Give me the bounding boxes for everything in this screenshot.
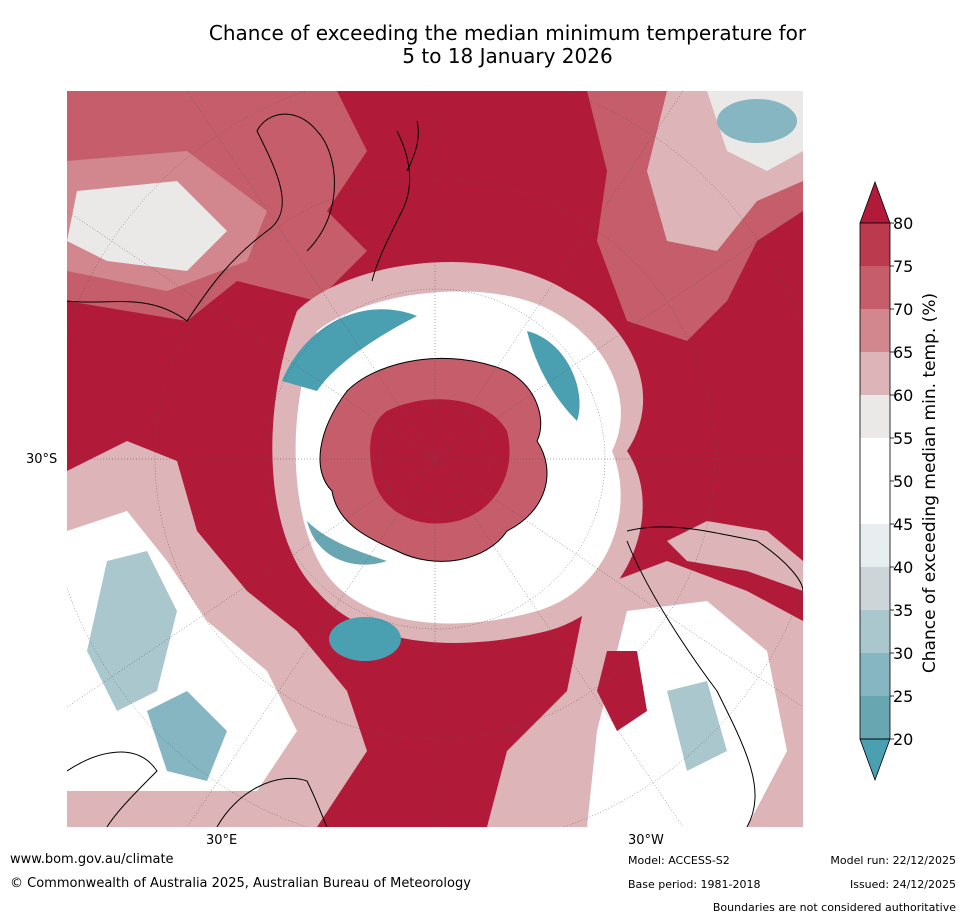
colorbar-tick-55: 55 <box>893 429 914 448</box>
copyright-text: © Commonwealth of Australia 2025, Austra… <box>10 876 471 891</box>
colorbar-bin-35-40 <box>860 567 890 610</box>
region-right-strip <box>667 521 803 591</box>
colorbar-bin-20-25 <box>860 696 890 739</box>
colorbar-bin-75-80 <box>860 223 890 266</box>
cool-patch-bottom-left <box>87 551 177 711</box>
colorbar-tick-20: 20 <box>893 730 914 749</box>
colorbar-bin-30-35 <box>860 610 890 653</box>
title-line-1: Chance of exceeding the median minimum t… <box>208 21 807 45</box>
map-title: Chance of exceeding the median minimum t… <box>80 22 935 68</box>
colorbar-bin-65-70 <box>860 309 890 352</box>
antarctica-interior <box>370 399 510 524</box>
colorbar-tick-40: 40 <box>893 558 914 577</box>
model-run-date: Model run: 22/12/2025 <box>830 854 956 867</box>
coastlines <box>67 113 803 827</box>
colorbar-bin-40-45 <box>860 524 890 567</box>
colorbar-tick-75: 75 <box>893 257 914 276</box>
colorbar-bin-70-75 <box>860 266 890 309</box>
longitude-label-east: 30°E <box>206 833 238 848</box>
model-name: Model: ACCESS-S2 <box>628 854 730 867</box>
website-link[interactable]: www.bom.gov.au/climate <box>10 852 174 867</box>
base-period: Base period: 1981-2018 <box>628 878 761 891</box>
title-line-2: 5 to 18 January 2026 <box>402 44 613 68</box>
colorbar-tick-50: 50 <box>893 472 914 491</box>
warm-patch-bottom-right <box>597 651 647 731</box>
colorbar-tick-35: 35 <box>893 601 914 620</box>
colorbar-lower-arrow <box>859 738 891 782</box>
cool-patch-bottom-left-2 <box>147 691 227 781</box>
longitude-label-west: 30°W <box>628 833 664 848</box>
colorbar-upper-arrow <box>859 180 891 224</box>
colorbar-tick-70: 70 <box>893 300 914 319</box>
cool-band-east <box>527 331 580 421</box>
colorbar-bin-25-30 <box>860 653 890 696</box>
colorbar-bin-60-65 <box>860 352 890 395</box>
colorbar-bins <box>860 223 890 739</box>
region-top-left-light <box>67 181 227 271</box>
polar-map <box>67 91 803 827</box>
cool-band-south-west <box>307 521 387 565</box>
cool-patch-top-right <box>717 99 797 143</box>
colorbar-tick-marks <box>890 222 894 740</box>
colorbar-tick-30: 30 <box>893 644 914 663</box>
colorbar <box>859 180 894 782</box>
colorbar-label: Chance of exceeding median min. temp. (%… <box>920 292 940 674</box>
cool-patch-bottom-right <box>667 681 727 771</box>
issued-date: Issued: 24/12/2025 <box>849 878 956 891</box>
colorbar-tick-65: 65 <box>893 343 914 362</box>
colorbar-tick-45: 45 <box>893 515 914 534</box>
colorbar-tick-60: 60 <box>893 386 914 405</box>
cool-patch-south <box>329 617 401 661</box>
latitude-label: 30°S <box>26 452 58 467</box>
boundaries-disclaimer: Boundaries are not considered authoritat… <box>712 901 956 914</box>
map-canvas <box>67 91 803 827</box>
colorbar-bin-55-60 <box>860 395 890 438</box>
colorbar-tick-25: 25 <box>893 687 914 706</box>
colorbar-bin-45-50 <box>860 481 890 524</box>
graticule <box>67 91 803 827</box>
cool-band-west <box>282 309 417 391</box>
colorbar-bin-50-55 <box>860 438 890 481</box>
colorbar-tick-80: 80 <box>893 214 914 233</box>
